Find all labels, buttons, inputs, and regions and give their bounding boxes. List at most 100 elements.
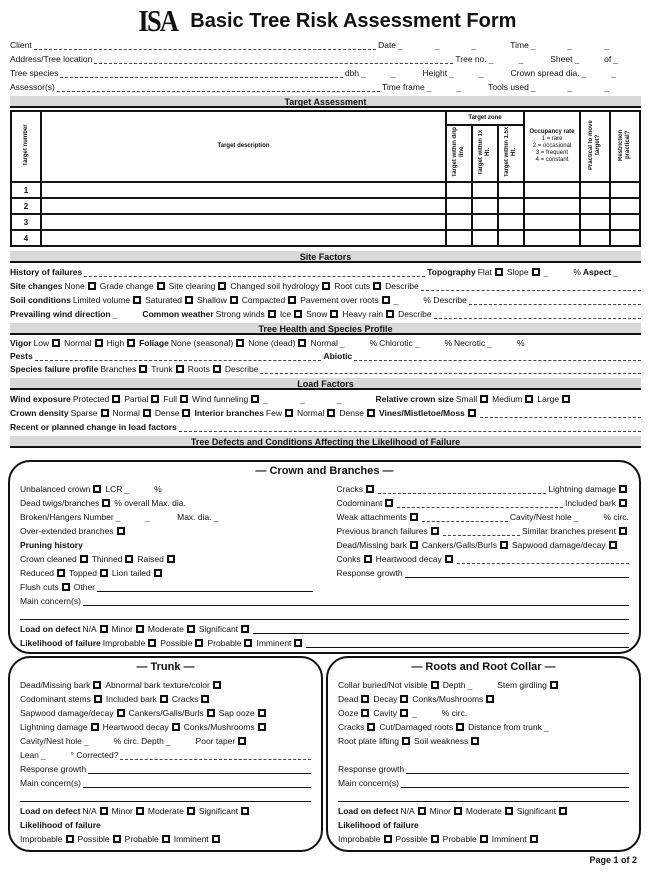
checkbox[interactable] — [479, 835, 488, 843]
checkbox[interactable] — [257, 723, 266, 731]
checkbox[interactable] — [94, 339, 103, 347]
checkbox[interactable] — [399, 709, 408, 717]
checkbox[interactable] — [93, 681, 102, 689]
checkbox[interactable] — [367, 723, 376, 731]
checkbox[interactable] — [365, 485, 374, 493]
checkbox[interactable] — [142, 409, 151, 417]
table-cell[interactable] — [496, 181, 526, 199]
text-field[interactable] — [400, 778, 629, 788]
text-field[interactable] — [60, 68, 343, 78]
table-cell[interactable] — [579, 213, 611, 231]
text-field[interactable]: _ — [543, 722, 572, 732]
table-cell[interactable] — [609, 213, 641, 231]
checkbox[interactable] — [156, 282, 165, 290]
table-cell[interactable] — [444, 213, 473, 231]
text-field[interactable]: _ — [613, 54, 641, 64]
checkbox[interactable] — [471, 737, 480, 745]
text-field[interactable] — [397, 498, 563, 508]
table-cell[interactable] — [523, 181, 581, 199]
table-cell[interactable] — [444, 197, 473, 215]
text-field[interactable] — [442, 526, 520, 536]
checkbox[interactable] — [444, 555, 453, 563]
checkbox[interactable] — [125, 555, 134, 563]
text-field[interactable]: _ — [83, 736, 112, 746]
text-field[interactable] — [406, 764, 629, 774]
text-field[interactable] — [354, 351, 641, 361]
table-cell[interactable] — [609, 197, 641, 215]
text-field[interactable] — [338, 792, 629, 802]
text-field[interactable]: ___ — [263, 394, 374, 404]
text-field[interactable]: _ — [613, 267, 641, 277]
table-cell[interactable] — [40, 213, 447, 231]
checkbox[interactable] — [166, 555, 175, 563]
checkbox[interactable] — [180, 395, 189, 403]
checkbox[interactable] — [531, 268, 540, 276]
text-field[interactable]: __ — [488, 54, 549, 64]
text-field[interactable]: __ — [426, 82, 487, 92]
text-field[interactable] — [253, 624, 629, 634]
checkbox[interactable] — [284, 409, 293, 417]
text-field[interactable]: __ — [115, 512, 176, 522]
checkbox[interactable] — [361, 695, 370, 703]
table-cell[interactable] — [40, 181, 447, 199]
text-field[interactable]: _ — [411, 708, 440, 718]
checkbox[interactable] — [206, 709, 215, 717]
checkbox[interactable] — [294, 310, 303, 318]
checkbox[interactable] — [549, 681, 558, 689]
checkbox[interactable] — [241, 807, 250, 815]
text-field[interactable] — [178, 422, 641, 432]
checkbox[interactable] — [251, 395, 260, 403]
table-cell[interactable] — [496, 213, 526, 231]
checkbox[interactable] — [186, 807, 195, 815]
text-field[interactable] — [34, 351, 322, 361]
checkbox[interactable] — [116, 527, 125, 535]
text-field[interactable] — [456, 554, 629, 564]
checkbox[interactable] — [116, 709, 125, 717]
checkbox[interactable] — [401, 737, 410, 745]
checkbox[interactable] — [619, 527, 627, 535]
table-cell[interactable] — [40, 229, 447, 247]
checkbox[interactable] — [212, 681, 221, 689]
checkbox[interactable] — [327, 409, 336, 417]
table-cell[interactable] — [470, 213, 499, 231]
text-field[interactable]: _ — [573, 512, 602, 522]
text-field[interactable] — [404, 568, 629, 578]
checkbox[interactable] — [417, 807, 426, 815]
checkbox[interactable] — [161, 835, 170, 843]
text-field[interactable] — [97, 582, 313, 592]
checkbox[interactable] — [241, 625, 250, 633]
checkbox[interactable] — [298, 339, 307, 347]
text-field[interactable]: _ — [574, 54, 603, 64]
text-field[interactable] — [88, 764, 311, 774]
table-cell[interactable] — [470, 229, 499, 247]
text-field[interactable] — [468, 295, 641, 305]
text-field[interactable]: ___ — [398, 40, 509, 50]
table-cell[interactable] — [579, 197, 611, 215]
checkbox[interactable] — [529, 835, 538, 843]
checkbox[interactable] — [330, 310, 339, 318]
text-field[interactable]: _ — [339, 338, 368, 348]
text-field[interactable]: ___ — [530, 40, 641, 50]
text-field[interactable] — [420, 281, 641, 291]
table-cell[interactable] — [470, 181, 499, 199]
checkbox[interactable] — [102, 499, 111, 507]
checkbox[interactable] — [244, 639, 253, 647]
text-field[interactable]: __ — [361, 68, 421, 78]
text-field[interactable]: _ — [112, 309, 141, 319]
text-field[interactable] — [84, 267, 426, 277]
text-field[interactable] — [433, 309, 641, 319]
checkbox[interactable] — [257, 709, 266, 717]
checkbox[interactable] — [112, 395, 121, 403]
checkbox[interactable] — [430, 527, 439, 535]
checkbox[interactable] — [504, 807, 513, 815]
text-field[interactable] — [33, 40, 377, 50]
table-cell[interactable] — [523, 213, 581, 231]
checkbox[interactable] — [153, 569, 162, 577]
text-field[interactable] — [377, 484, 547, 494]
checkbox[interactable] — [400, 695, 409, 703]
text-field[interactable]: __ — [449, 68, 509, 78]
checkbox[interactable] — [386, 310, 395, 318]
table-cell[interactable] — [496, 229, 526, 247]
checkbox[interactable] — [409, 513, 418, 521]
checkbox[interactable] — [127, 339, 136, 347]
